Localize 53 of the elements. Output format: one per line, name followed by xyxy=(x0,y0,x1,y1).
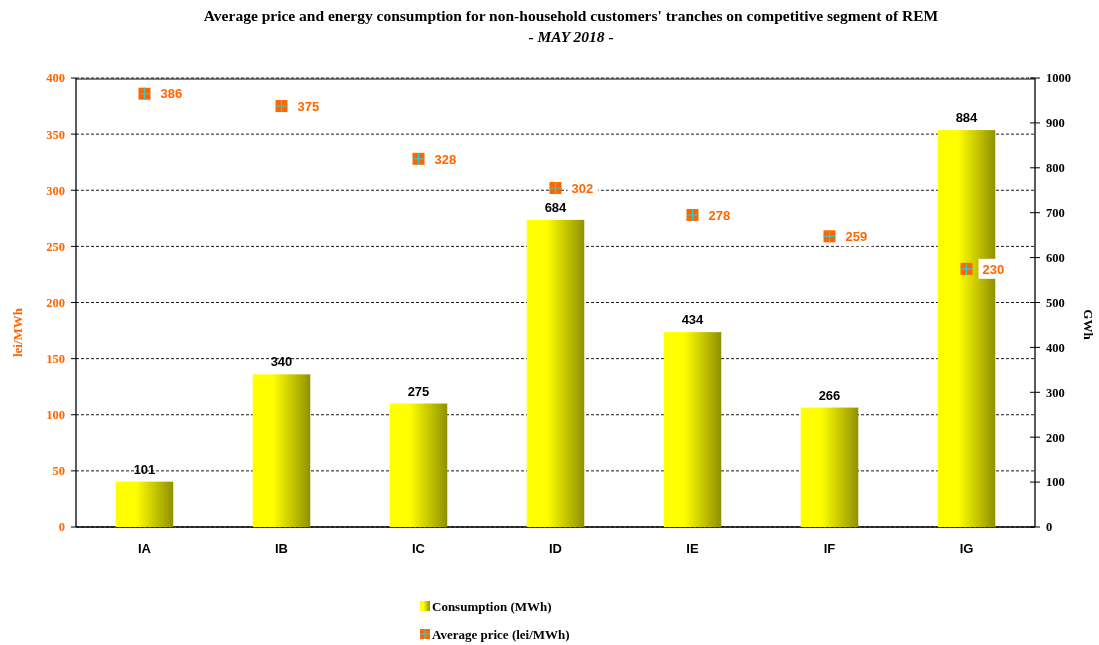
y-tick-label: 100 xyxy=(46,408,65,423)
bar xyxy=(389,403,448,527)
data-label: 230 xyxy=(982,261,1005,277)
data-label: 266 xyxy=(818,387,841,403)
data-label: 278 xyxy=(708,207,731,223)
y2-tick-label: 0 xyxy=(1046,520,1053,535)
x-tick-label: IG xyxy=(959,540,974,556)
chart-subtitle: - MAY 2018 - xyxy=(528,28,614,45)
legend-label: Consumption (MWh) xyxy=(432,598,552,614)
y2-tick-label: 600 xyxy=(1046,250,1065,265)
data-label: 302 xyxy=(571,180,594,196)
bar xyxy=(663,332,722,527)
bar xyxy=(252,374,311,527)
data-label: 375 xyxy=(297,98,320,114)
y-tick-label: 200 xyxy=(46,295,65,310)
y2-tick-label: 100 xyxy=(1046,475,1065,490)
chart-title: Average price and energy consumption for non-household customers' tranches on competitive segment of REM xyxy=(203,7,939,24)
data-label: 275 xyxy=(407,383,430,399)
x-tick-label: IC xyxy=(412,540,426,556)
data-label: 434 xyxy=(681,312,705,328)
y2-tick-label: 500 xyxy=(1046,295,1065,310)
y-tick-label: 250 xyxy=(46,239,65,254)
x-tick-label: IE xyxy=(686,540,699,556)
data-label: 340 xyxy=(270,354,293,370)
y2-tick-label: 400 xyxy=(1046,340,1065,355)
y2-tick-label: 200 xyxy=(1046,430,1065,445)
x-tick-label: IB xyxy=(275,540,288,556)
data-label: 328 xyxy=(434,151,457,167)
data-label: 684 xyxy=(544,199,568,215)
x-tick-label: IF xyxy=(823,540,836,556)
y2-axis-title: GWh xyxy=(1081,309,1096,341)
x-tick-label: IA xyxy=(138,540,152,556)
x-tick-label: ID xyxy=(549,540,562,556)
y2-tick-label: 1000 xyxy=(1046,71,1071,86)
y-tick-label: 400 xyxy=(46,71,65,86)
data-label: 386 xyxy=(160,86,183,102)
y-tick-label: 300 xyxy=(46,183,65,198)
y2-tick-label: 800 xyxy=(1046,161,1065,176)
y-tick-label: 150 xyxy=(46,352,65,366)
y2-tick-label: 700 xyxy=(1046,206,1065,221)
y-tick-label: 0 xyxy=(58,520,65,535)
data-label: 259 xyxy=(845,228,868,244)
bar xyxy=(800,407,859,527)
y-tick-label: 350 xyxy=(46,127,65,142)
data-label: 101 xyxy=(133,461,156,477)
data-label: 884 xyxy=(955,110,979,126)
bar xyxy=(115,481,174,527)
y-axis-title: lei/MWh xyxy=(10,307,25,358)
y2-tick-label: 300 xyxy=(1046,385,1065,400)
legend-label: Average price (lei/MWh) xyxy=(432,626,570,642)
bar xyxy=(526,219,585,527)
y-tick-label: 50 xyxy=(52,464,65,479)
y2-tick-label: 900 xyxy=(1046,116,1065,131)
